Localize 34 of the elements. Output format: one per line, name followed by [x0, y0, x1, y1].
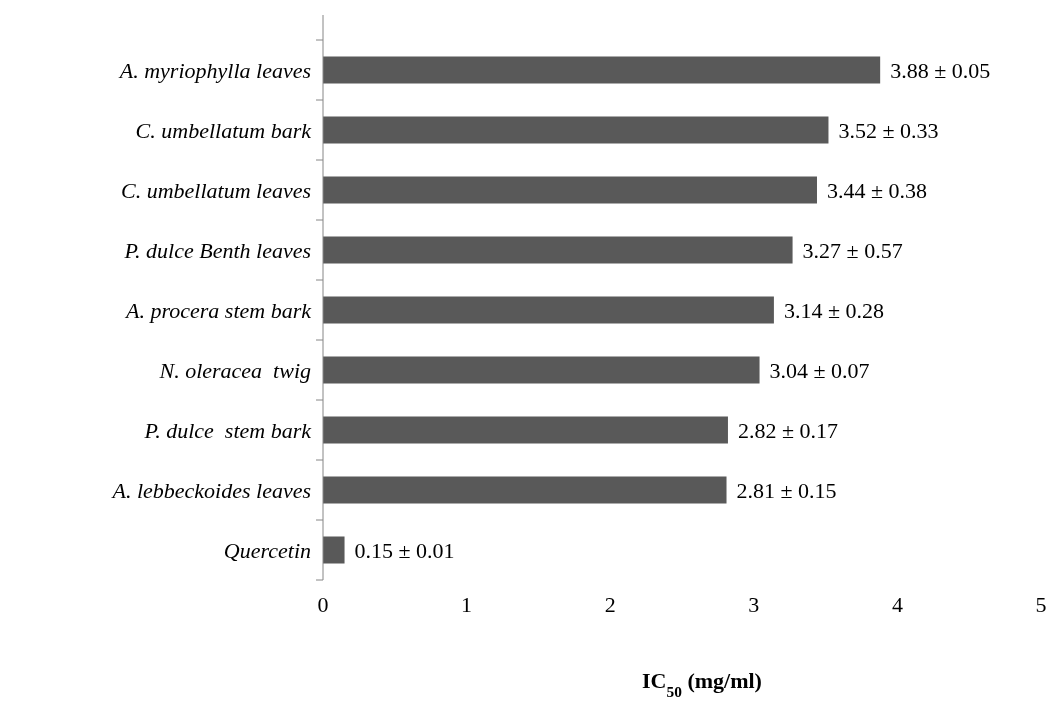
y-tick-label: C. umbellatum leaves [120, 177, 311, 203]
bar [323, 296, 774, 324]
y-tick-label: A. lebbeckoides leaves [110, 477, 311, 503]
data-label: 3.27 ± 0.57 [802, 237, 903, 263]
data-label: 3.14 ± 0.28 [783, 297, 884, 323]
x-axis-title: IC$_{50}$ (mg/ml) [642, 668, 762, 700]
y-tick-label: Quercetin [223, 537, 311, 563]
bar [323, 356, 760, 384]
y-tick-label: A. myriophylla leaves [117, 57, 311, 83]
y-tick-label: N. oleracea twig [158, 357, 311, 383]
y-tick-label: P. dulce stem bark [143, 417, 313, 443]
bar [323, 416, 728, 444]
y-tick-label: P. dulce Benth leaves [123, 237, 311, 263]
x-tick-label: 3 [748, 592, 760, 617]
data-label: 2.82 ± 0.17 [737, 417, 839, 443]
data-label: 3.04 ± 0.07 [769, 357, 870, 383]
bar [323, 536, 345, 564]
data-label: 3.88 ± 0.05 [890, 57, 991, 83]
data-label: 3.52 ± 0.33 [838, 117, 939, 143]
bar [323, 56, 881, 84]
bar [323, 116, 829, 144]
data-label: 3.44 ± 0.38 [826, 177, 928, 203]
data-label: 2.81 ± 0.15 [736, 477, 837, 503]
x-tick-label: 2 [604, 592, 616, 617]
y-tick-label: A. procera stem bark [124, 297, 313, 323]
x-tick-label: 0 [317, 592, 329, 617]
x-tick-label: 4 [891, 592, 903, 617]
y-tick-label: C. umbellatum bark [135, 117, 313, 143]
data-label: 0.15 ± 0.01 [354, 537, 455, 563]
bar [323, 476, 727, 504]
bar [323, 176, 817, 204]
bar [323, 236, 793, 264]
x-tick-label: 5 [1035, 592, 1047, 617]
x-tick-label: 1 [461, 592, 473, 617]
